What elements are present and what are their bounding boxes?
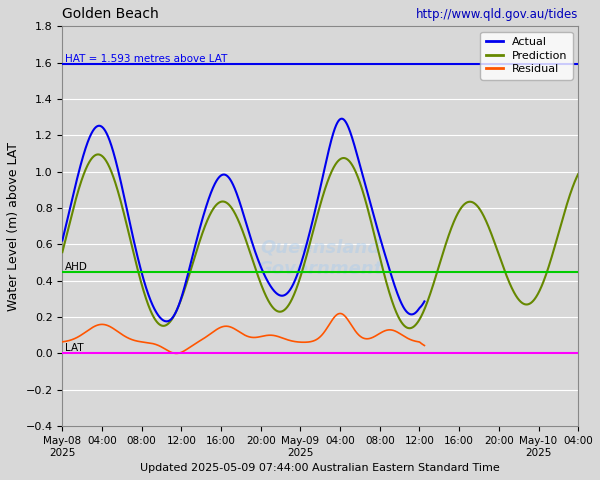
Text: http://www.qld.gov.au/tides: http://www.qld.gov.au/tides bbox=[416, 8, 578, 21]
Y-axis label: Water Level (m) above LAT: Water Level (m) above LAT bbox=[7, 142, 20, 311]
Legend: Actual, Prediction, Residual: Actual, Prediction, Residual bbox=[481, 32, 572, 80]
Text: Queensland
Government: Queensland Government bbox=[257, 239, 383, 277]
Text: AHD: AHD bbox=[65, 262, 88, 272]
Text: Golden Beach: Golden Beach bbox=[62, 7, 159, 21]
Text: HAT = 1.593 metres above LAT: HAT = 1.593 metres above LAT bbox=[65, 54, 227, 64]
Text: LAT: LAT bbox=[65, 344, 83, 353]
X-axis label: Updated 2025-05-09 07:44:00 Australian Eastern Standard Time: Updated 2025-05-09 07:44:00 Australian E… bbox=[140, 463, 500, 473]
